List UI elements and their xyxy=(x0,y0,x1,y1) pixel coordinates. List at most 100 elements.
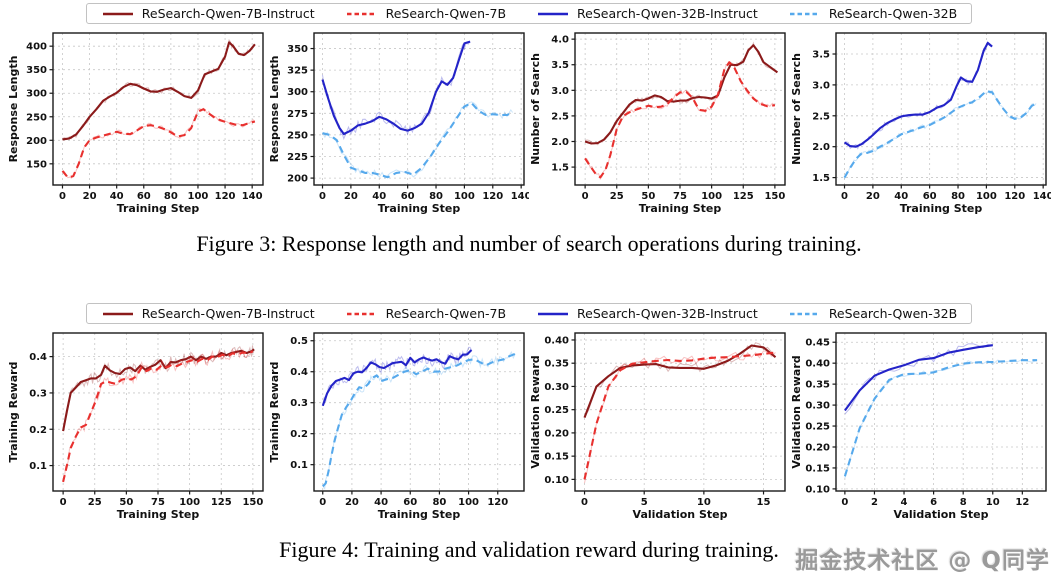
svg-text:3.5: 3.5 xyxy=(812,50,830,61)
svg-text:150: 150 xyxy=(764,191,785,202)
svg-text:Training Step: Training Step xyxy=(117,508,200,521)
legend-item: ReSearch-Qwen-32B-Instruct xyxy=(536,6,758,21)
svg-text:0: 0 xyxy=(582,191,589,202)
dashed-line-swatch xyxy=(346,12,377,15)
svg-text:100: 100 xyxy=(188,191,209,202)
svg-text:10: 10 xyxy=(697,497,711,508)
svg-text:60: 60 xyxy=(403,497,417,508)
svg-text:0.35: 0.35 xyxy=(805,380,830,391)
dashed-line-swatch xyxy=(789,12,820,15)
svg-text:0: 0 xyxy=(841,497,848,508)
svg-text:20: 20 xyxy=(83,191,97,202)
svg-text:20: 20 xyxy=(866,191,880,202)
svg-text:2.5: 2.5 xyxy=(551,111,569,122)
svg-text:0.1: 0.1 xyxy=(29,461,47,472)
svg-text:1.5: 1.5 xyxy=(551,163,569,174)
svg-text:0.2: 0.2 xyxy=(29,425,47,436)
figure-4: ReSearch-Qwen-7B-Instruct ReSearch-Qwen-7… xyxy=(0,303,1058,563)
svg-text:Number of Search: Number of Search xyxy=(790,53,803,165)
svg-text:0: 0 xyxy=(319,191,326,202)
chart-fig4-training-reward-7b: 0 25 50 75 100 125 150 0.1 0.2 0.3 0.4 Training Ste… xyxy=(7,332,264,521)
svg-text:40: 40 xyxy=(110,191,124,202)
svg-text:50: 50 xyxy=(119,497,133,508)
svg-text:5: 5 xyxy=(641,497,648,508)
legend-label: ReSearch-Qwen-7B-Instruct xyxy=(141,6,315,21)
svg-text:350: 350 xyxy=(287,44,308,55)
svg-text:0: 0 xyxy=(59,191,66,202)
svg-text:0: 0 xyxy=(60,497,67,508)
svg-text:Training Reward: Training Reward xyxy=(7,362,20,463)
svg-text:150: 150 xyxy=(242,497,263,508)
solid-line-swatch xyxy=(102,312,133,315)
chart-fig3-response-length-32b: 0 20 40 60 80 100 120 140 200 225 250 275 300 325 350 T… xyxy=(268,32,529,215)
svg-text:Training Reward: Training Reward xyxy=(268,362,281,463)
svg-text:3.5: 3.5 xyxy=(551,60,569,71)
legend-label: ReSearch-Qwen-32B xyxy=(828,306,958,321)
svg-text:75: 75 xyxy=(673,191,687,202)
svg-text:0.30: 0.30 xyxy=(544,382,569,393)
chart-fig4-validation-reward-7b: 0 5 10 150.100.150.200.250.300.350.40Valida… xyxy=(529,332,786,521)
svg-text:250: 250 xyxy=(287,130,308,141)
svg-text:0.15: 0.15 xyxy=(544,452,569,463)
svg-text:125: 125 xyxy=(733,191,754,202)
svg-text:0.10: 0.10 xyxy=(544,475,569,486)
legend-label: ReSearch-Qwen-7B xyxy=(385,6,507,21)
svg-text:20: 20 xyxy=(345,497,359,508)
svg-text:Response Length: Response Length xyxy=(7,56,20,163)
figure3-legend: ReSearch-Qwen-7B-Instruct ReSearch-Qwen-7… xyxy=(85,3,973,24)
svg-text:50: 50 xyxy=(641,191,655,202)
svg-text:300: 300 xyxy=(26,89,47,100)
svg-text:0.4: 0.4 xyxy=(290,367,308,378)
svg-text:0.5: 0.5 xyxy=(290,336,308,347)
svg-text:0.1: 0.1 xyxy=(290,460,308,471)
svg-text:140: 140 xyxy=(511,191,529,202)
figure3-charts-row: 0 20 40 60 80 100 120 140 150 200 250 300 350 400 Trai… xyxy=(7,28,1051,215)
svg-text:0.40: 0.40 xyxy=(805,359,830,370)
svg-text:3.0: 3.0 xyxy=(551,86,569,97)
svg-text:0.30: 0.30 xyxy=(805,401,830,412)
svg-text:0.3: 0.3 xyxy=(290,398,308,409)
svg-text:120: 120 xyxy=(487,497,508,508)
svg-text:0.4: 0.4 xyxy=(29,352,47,363)
svg-text:Number of Search: Number of Search xyxy=(529,53,542,165)
chart-fig4-training-reward-32b: 0 20 40 60 80 100 120 0.1 0.2 0.3 0.4 0.5 Training S… xyxy=(268,332,525,521)
svg-text:0.2: 0.2 xyxy=(290,429,308,440)
legend-label: ReSearch-Qwen-32B-Instruct xyxy=(577,6,758,21)
legend-label: ReSearch-Qwen-32B-Instruct xyxy=(577,306,758,321)
svg-text:Training Step: Training Step xyxy=(900,202,983,215)
svg-text:Training Step: Training Step xyxy=(117,202,200,215)
svg-text:12: 12 xyxy=(1015,497,1029,508)
svg-text:25: 25 xyxy=(88,497,102,508)
svg-text:8: 8 xyxy=(960,497,967,508)
svg-text:80: 80 xyxy=(429,191,443,202)
figure4-legend: ReSearch-Qwen-7B-Instruct ReSearch-Qwen-7… xyxy=(85,303,973,324)
svg-text:80: 80 xyxy=(432,497,446,508)
svg-text:300: 300 xyxy=(287,87,308,98)
svg-text:25: 25 xyxy=(610,191,624,202)
svg-text:225: 225 xyxy=(287,152,308,163)
svg-text:4: 4 xyxy=(901,497,908,508)
svg-text:3.0: 3.0 xyxy=(812,80,830,91)
svg-text:40: 40 xyxy=(372,191,386,202)
svg-text:0.3: 0.3 xyxy=(29,388,47,399)
svg-text:15: 15 xyxy=(757,497,771,508)
legend-item: ReSearch-Qwen-7B xyxy=(345,6,506,21)
solid-line-swatch xyxy=(102,12,133,15)
svg-text:Validation Step: Validation Step xyxy=(633,508,728,521)
svg-text:0.15: 0.15 xyxy=(805,463,830,474)
svg-text:40: 40 xyxy=(894,191,908,202)
dashed-line-swatch xyxy=(346,312,377,315)
chart-fig3-number-of-search-32b: 0 20 40 60 80 100 120 140 1.5 2.0 2.5 3.0 3.5 Trainin… xyxy=(790,32,1051,215)
svg-text:140: 140 xyxy=(242,191,263,202)
solid-line-swatch xyxy=(538,312,569,315)
svg-text:40: 40 xyxy=(374,497,388,508)
chart-fig4-validation-reward-32b: 0 2 4 6 8 10 12 0.10 0.15 0.20 0.25 0.30 0.35 0.40 0.4… xyxy=(790,332,1047,521)
svg-text:100: 100 xyxy=(458,497,479,508)
svg-text:275: 275 xyxy=(287,109,308,120)
chart-fig3-response-length-7b: 0 20 40 60 80 100 120 140 150 200 250 300 350 400 Trai… xyxy=(7,32,264,215)
svg-text:4.0: 4.0 xyxy=(551,35,569,46)
svg-text:Training Step: Training Step xyxy=(378,202,461,215)
legend-item: ReSearch-Qwen-32B xyxy=(788,306,957,321)
svg-text:140: 140 xyxy=(1033,191,1051,202)
legend-item: ReSearch-Qwen-32B-Instruct xyxy=(536,306,758,321)
